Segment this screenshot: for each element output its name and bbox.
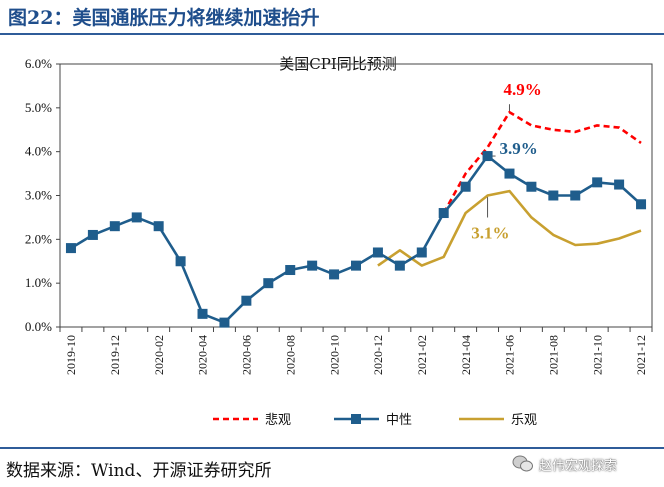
legend-label-中性: 中性 — [386, 413, 412, 428]
cpi-forecast-chart: 美国CPI同比预测 0.0%1.0%2.0%3.0%4.0%5.0%6.0%20… — [25, 55, 653, 428]
x-tick-label: 2020-04 — [196, 335, 210, 375]
y-tick-label: 3.0% — [25, 188, 52, 203]
data-point — [307, 260, 318, 271]
data-point — [592, 177, 603, 188]
series-line-中性 — [70, 154, 642, 324]
y-tick-label: 1.0% — [25, 275, 52, 290]
legend-label-乐观: 乐观 — [511, 413, 537, 428]
watermark: 赵伟宏观探索 — [512, 451, 660, 477]
data-point — [636, 199, 647, 210]
data-point — [460, 181, 471, 192]
data-point — [131, 212, 142, 223]
data-point — [614, 179, 625, 190]
y-tick-label: 5.0% — [25, 100, 52, 115]
watermark-text: 赵伟宏观探索 — [539, 458, 618, 474]
x-tick-label: 2020-08 — [283, 335, 297, 375]
x-tick-label: 2021-06 — [503, 335, 517, 375]
axes: 0.0% 1.0% 2.0% 3.0% 4.0% 5.0% 6.0% 2019-10 2019-… — [25, 56, 653, 375]
series-layer — [65, 110, 647, 328]
x-tick-label: 2019-10 — [64, 335, 78, 375]
x-tick-label: 2020-02 — [152, 335, 166, 375]
legend: 悲观 中性 乐观 — [213, 412, 537, 428]
data-point — [372, 247, 383, 258]
data-point — [241, 295, 252, 306]
data-point — [394, 260, 405, 271]
data-point — [109, 221, 120, 232]
data-label: 3.9% — [500, 139, 538, 158]
data-point — [570, 190, 581, 201]
data-point — [219, 317, 230, 328]
x-tick-label: 2021-08 — [547, 335, 561, 375]
data-point — [526, 181, 537, 192]
data-point — [285, 265, 296, 276]
data-point — [65, 243, 76, 254]
data-point — [416, 247, 427, 258]
data-point — [87, 229, 98, 240]
y-tick-label: 6.0% — [25, 56, 52, 71]
bottom-divider — [0, 447, 664, 449]
data-point — [351, 260, 361, 271]
data-label: 3.1% — [471, 224, 509, 243]
source-note: 数据来源：Wind、开源证券研究所 — [6, 461, 272, 481]
annotations: 4.9% 3.9% 3.1% — [471, 80, 541, 242]
data-point — [197, 308, 208, 319]
y-tick-label: 0.0% — [25, 319, 52, 334]
x-tick-label: 2020-10 — [327, 335, 341, 375]
data-label: 4.9% — [503, 80, 541, 99]
series-line-乐观 — [377, 189, 642, 267]
data-point — [438, 208, 449, 219]
legend-label-悲观: 悲观 — [265, 412, 291, 428]
figure-title: 图22：美国通胀压力将继续加速抬升 — [8, 7, 320, 29]
data-point — [153, 221, 164, 232]
x-tick-label: 2021-02 — [415, 335, 429, 375]
x-tick-label: 2021-04 — [459, 335, 473, 375]
x-tick-label: 2021-12 — [634, 335, 648, 375]
data-point — [175, 256, 186, 267]
x-tick-label: 2021-10 — [590, 335, 604, 375]
data-point — [482, 151, 493, 162]
legend-marker — [351, 414, 361, 424]
x-tick-label: 2019-12 — [108, 335, 122, 375]
x-tick-label: 2020-06 — [240, 335, 254, 375]
data-point — [548, 190, 559, 201]
y-tick-label: 2.0% — [25, 231, 52, 246]
y-tick-label: 4.0% — [25, 144, 52, 159]
data-point — [329, 269, 340, 280]
top-divider — [0, 33, 664, 35]
data-point — [263, 278, 274, 289]
wechat-icon — [512, 455, 533, 472]
x-tick-label: 2020-12 — [371, 335, 385, 375]
series-line-悲观 — [442, 110, 642, 214]
data-point — [504, 168, 515, 179]
